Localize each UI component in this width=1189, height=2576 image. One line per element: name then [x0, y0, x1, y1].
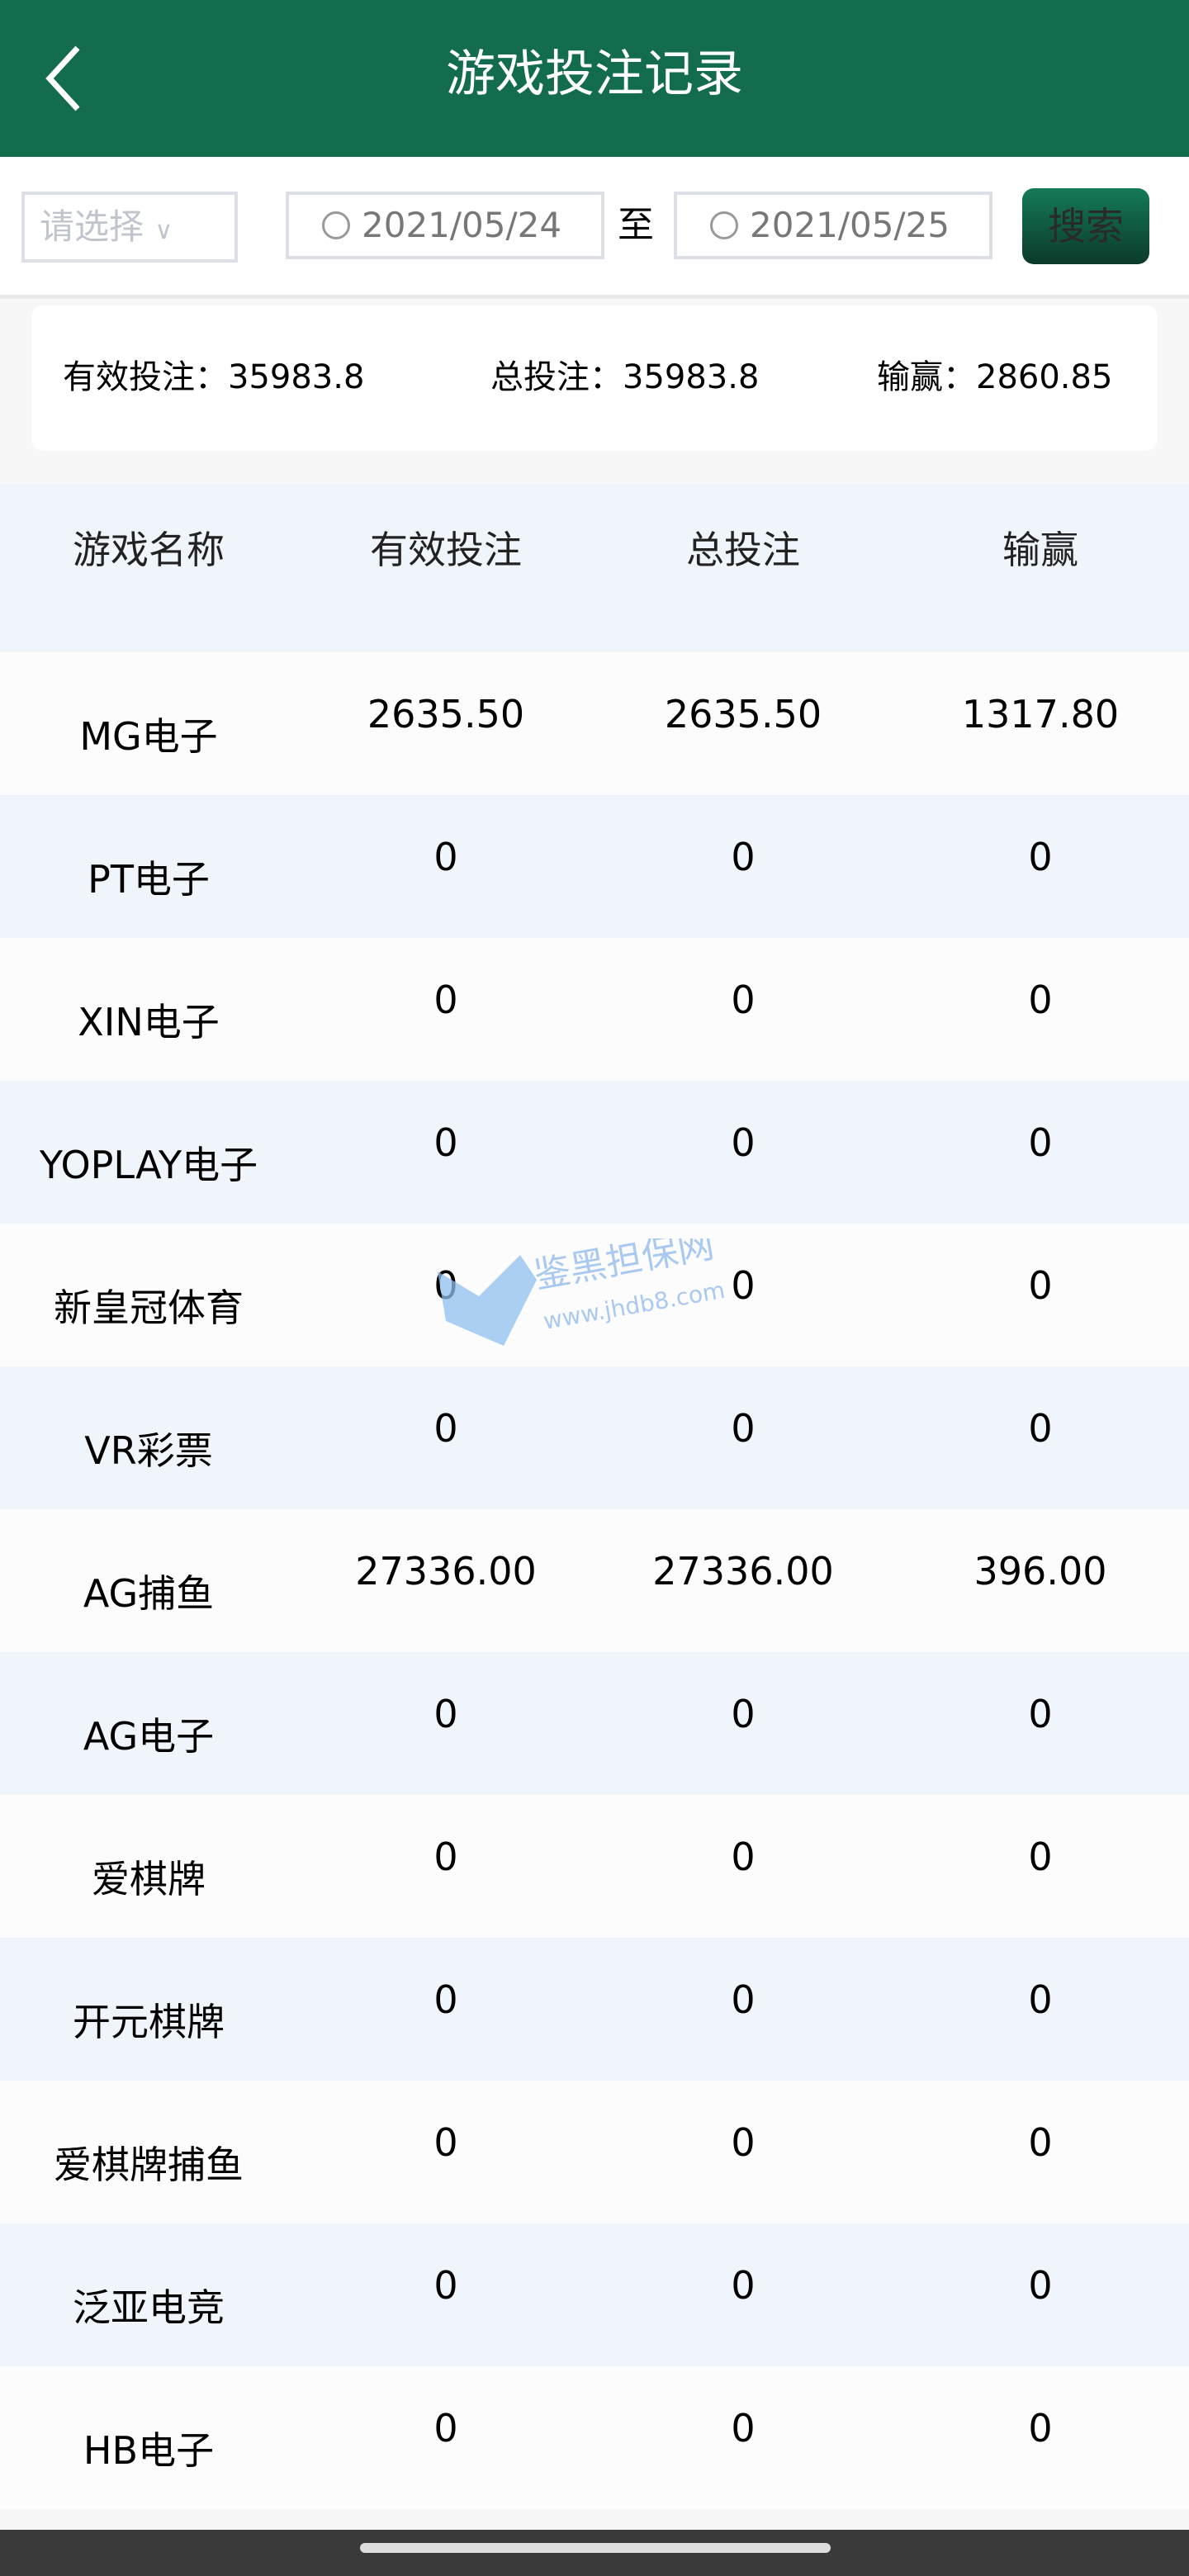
- clock-icon: [710, 211, 738, 239]
- end-date-input[interactable]: 2021/05/25: [674, 192, 992, 259]
- summary-win-loss: 输赢：2860.85: [877, 358, 1113, 396]
- table-row: 新皇冠体育 0 0 0: [0, 1224, 1189, 1366]
- total-bet-cell: 0: [731, 2406, 756, 2451]
- system-nav-bar: [0, 2530, 1189, 2576]
- summary-valid-bet: 有效投注：35983.8: [63, 358, 365, 396]
- table-row: VR彩票 0 0 0: [0, 1366, 1189, 1509]
- total-bet-cell: 2635.50: [664, 692, 822, 736]
- chevron-down-icon: ∨: [154, 216, 173, 245]
- game-select[interactable]: 请选择 ∨: [21, 192, 238, 263]
- back-icon[interactable]: [41, 41, 91, 116]
- total-bet-cell: 0: [731, 1120, 756, 1165]
- valid-bet-cell: 0: [433, 1977, 458, 2022]
- total-bet-cell: 0: [731, 2263, 756, 2308]
- table-row: AG电子 0 0 0: [0, 1652, 1189, 1795]
- win-loss-cell: 1317.80: [961, 692, 1120, 736]
- to-label: 至: [618, 204, 654, 246]
- search-button[interactable]: 搜索: [1022, 188, 1149, 264]
- total-bet-cell: 27336.00: [652, 1549, 834, 1593]
- valid-bet-cell: 0: [433, 2263, 458, 2308]
- app-header: 游戏投注记录: [0, 0, 1189, 157]
- total-bet-cell: 0: [731, 2120, 756, 2165]
- game-name-cell: 爱棋牌捕鱼: [54, 2143, 244, 2187]
- win-loss-cell: 0: [1028, 2120, 1053, 2165]
- column-header: 游戏名称: [73, 528, 225, 572]
- win-loss-cell: 0: [1028, 2263, 1053, 2308]
- valid-bet-cell: 0: [433, 1120, 458, 1165]
- game-name-cell: AG电子: [83, 1714, 215, 1759]
- game-name-cell: 爱棋牌: [92, 1857, 206, 1901]
- filter-bar: 请选择 ∨ 2021/05/24 至 2021/05/25 搜索: [0, 157, 1189, 299]
- table-row: XIN电子 0 0 0: [0, 938, 1189, 1081]
- game-name-cell: HB电子: [83, 2428, 215, 2473]
- total-bet-cell: 0: [731, 1692, 756, 1736]
- total-bet-cell: 0: [731, 1835, 756, 1879]
- win-loss-cell: 0: [1028, 1120, 1053, 1165]
- valid-bet-cell: 0: [433, 1263, 458, 1308]
- valid-bet-cell: 0: [433, 1692, 458, 1736]
- win-loss-cell: 396.00: [973, 1549, 1107, 1593]
- column-header: 总投注: [686, 528, 800, 572]
- game-name-cell: XIN电子: [78, 1000, 220, 1044]
- game-name-cell: 新皇冠体育: [54, 1286, 244, 1330]
- table-row: MG电子 2635.50 2635.50 1317.80: [0, 652, 1189, 795]
- table-row: HB电子 0 0 0: [0, 2366, 1189, 2509]
- table-row: AG捕鱼 27336.00 27336.00 396.00: [0, 1509, 1189, 1652]
- win-loss-cell: 0: [1028, 978, 1053, 1022]
- game-name-cell: 开元棋牌: [73, 2000, 225, 2044]
- valid-bet-cell: 2635.50: [367, 692, 525, 736]
- table-row: PT电子 0 0 0: [0, 795, 1189, 938]
- win-loss-cell: 0: [1028, 1977, 1053, 2022]
- win-loss-cell: 0: [1028, 2406, 1053, 2451]
- win-loss-cell: 0: [1028, 1835, 1053, 1879]
- summary-card: 有效投注：35983.8 总投注：35983.8 输赢：2860.85: [31, 305, 1158, 451]
- end-date-value: 2021/05/25: [750, 205, 950, 245]
- game-name-cell: YOPLAY电子: [39, 1143, 258, 1187]
- total-bet-cell: 0: [731, 1263, 756, 1308]
- win-loss-cell: 0: [1028, 835, 1053, 879]
- summary-total-bet: 总投注：35983.8: [490, 358, 760, 396]
- bet-record-table: 游戏名称 有效投注 总投注 输赢 MG电子 2635.50 2635.50 1317.…: [0, 484, 1189, 2509]
- select-placeholder: 请选择: [40, 206, 144, 247]
- win-loss-cell: 0: [1028, 1692, 1053, 1736]
- column-header: 输赢: [1002, 528, 1078, 572]
- table-row: 爱棋牌捕鱼 0 0 0: [0, 2081, 1189, 2223]
- total-bet-cell: 0: [731, 1977, 756, 2022]
- start-date-value: 2021/05/24: [362, 205, 562, 245]
- game-name-cell: 泛亚电竞: [73, 2285, 225, 2330]
- valid-bet-cell: 0: [433, 1406, 458, 1451]
- home-indicator[interactable]: [360, 2543, 831, 2553]
- game-name-cell: MG电子: [79, 714, 218, 759]
- valid-bet-cell: 0: [433, 835, 458, 879]
- valid-bet-cell: 0: [433, 2120, 458, 2165]
- valid-bet-cell: 0: [433, 1835, 458, 1879]
- total-bet-cell: 0: [731, 1406, 756, 1451]
- clock-icon: [322, 211, 350, 239]
- valid-bet-cell: 0: [433, 978, 458, 1022]
- game-name-cell: AG捕鱼: [83, 1571, 215, 1616]
- column-header: 有效投注: [370, 528, 522, 572]
- win-loss-cell: 0: [1028, 1263, 1053, 1308]
- valid-bet-cell: 0: [433, 2406, 458, 2451]
- table-row: 开元棋牌 0 0 0: [0, 1938, 1189, 2081]
- table-row: 泛亚电竞 0 0 0: [0, 2223, 1189, 2366]
- game-name-cell: VR彩票: [84, 1428, 213, 1473]
- valid-bet-cell: 27336.00: [355, 1549, 537, 1593]
- table-header: 游戏名称 有效投注 总投注 输赢: [0, 484, 1189, 652]
- start-date-input[interactable]: 2021/05/24: [286, 192, 604, 259]
- total-bet-cell: 0: [731, 835, 756, 879]
- table-row: 爱棋牌 0 0 0: [0, 1795, 1189, 1938]
- game-name-cell: PT电子: [88, 857, 210, 902]
- page-title: 游戏投注记录: [446, 45, 743, 103]
- table-row: YOPLAY电子 0 0 0: [0, 1081, 1189, 1224]
- total-bet-cell: 0: [731, 978, 756, 1022]
- win-loss-cell: 0: [1028, 1406, 1053, 1451]
